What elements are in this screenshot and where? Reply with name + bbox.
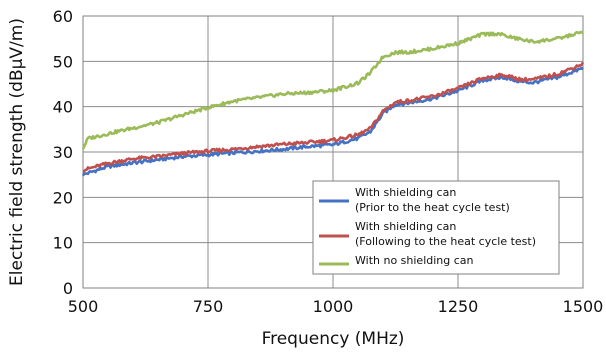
y-tick-label: 40 <box>53 98 73 117</box>
x-tick-label: 500 <box>68 297 99 316</box>
y-axis-label: Electric field strength (dBμV/m) <box>7 18 27 286</box>
y-tick-label: 50 <box>53 52 73 71</box>
y-tick-label: 20 <box>53 188 73 207</box>
y-axis-tick-labels: 0 10 20 30 40 50 60 <box>53 7 73 298</box>
plot-area-frame <box>82 15 584 289</box>
x-tick-label: 1500 <box>563 297 604 316</box>
legend-label-2: With shielding can <box>355 220 456 233</box>
y-tick-label: 60 <box>53 7 73 26</box>
y-tick-label: 10 <box>53 234 73 253</box>
legend-label-1: With shielding can <box>355 186 456 199</box>
x-axis-label: Frequency (MHz) <box>262 329 405 349</box>
x-tick-label: 1250 <box>438 297 479 316</box>
series-line-3 <box>81 30 584 150</box>
legend-box <box>312 180 560 275</box>
legend: With shielding can (Prior to the heat cyc… <box>312 180 560 275</box>
legend-sublabel-2: (Following to the heat cycle test) <box>355 235 536 248</box>
legend-sublabel-1: (Prior to the heat cycle test) <box>355 201 510 214</box>
y-tick-label: 30 <box>53 143 73 162</box>
series-layer <box>81 30 585 177</box>
x-axis-tick-labels: 500 750 1000 1250 1500 <box>68 297 604 316</box>
legend-label-3: With no shielding can <box>355 254 474 267</box>
x-tick-label: 750 <box>193 297 224 316</box>
series-line-2 <box>82 61 585 173</box>
y-tick-label: 0 <box>63 279 73 298</box>
series-line-1 <box>81 66 584 177</box>
x-tick-label: 1000 <box>313 297 354 316</box>
